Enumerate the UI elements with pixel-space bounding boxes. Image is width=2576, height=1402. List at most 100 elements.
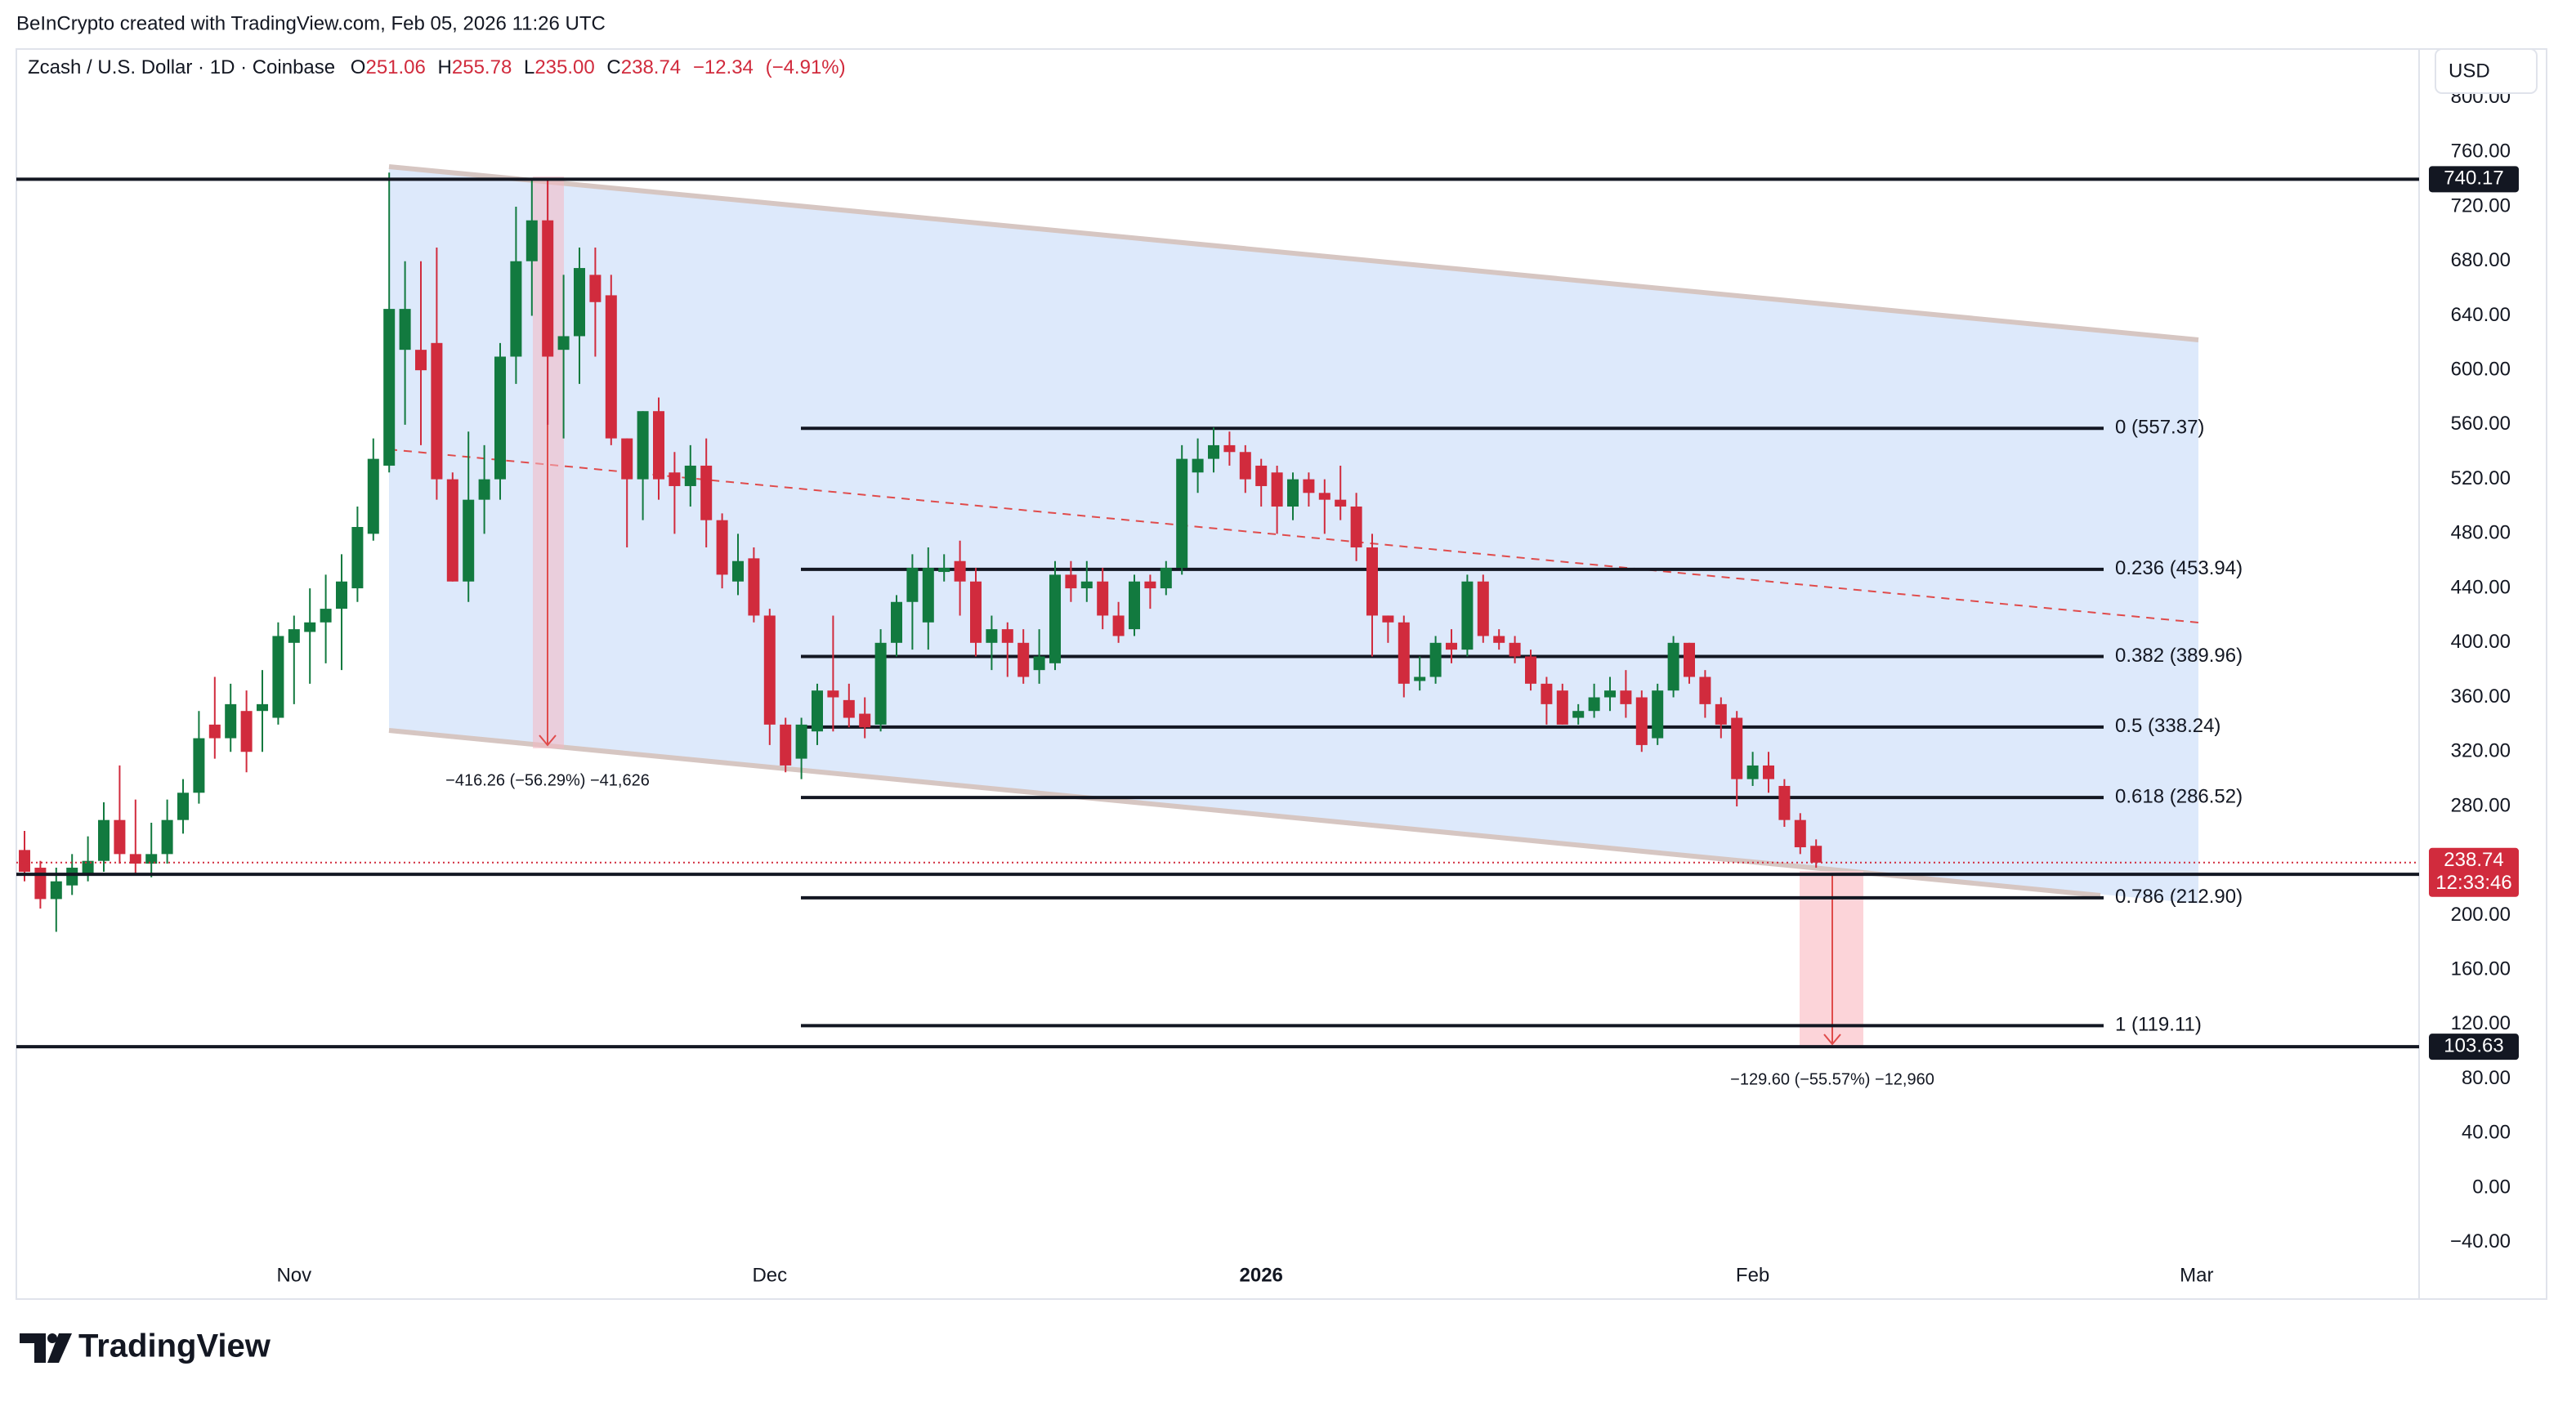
candle-body [1033, 656, 1045, 671]
x-tick-label: 2026 [1240, 1264, 1283, 1286]
x-tick-label: Nov [276, 1264, 311, 1286]
candle-body [415, 350, 427, 371]
ohlc-prefix: H [438, 56, 452, 78]
candle-body [621, 438, 633, 480]
candle-body [494, 356, 506, 480]
y-tick-label: 640.00 [2451, 304, 2511, 326]
candle-body [716, 520, 728, 575]
candle-body [1446, 642, 1457, 650]
candle-body [1017, 642, 1030, 677]
logo-icon [47, 1333, 57, 1343]
candle-body [177, 793, 189, 820]
candle-body [478, 479, 490, 500]
fib-label: 0.382 (389.96) [2115, 645, 2243, 667]
price-tag-label: 103.63 [2444, 1035, 2503, 1057]
candle-body [1144, 581, 1156, 589]
candle-body [1541, 683, 1553, 704]
candle-body [1303, 479, 1315, 493]
candle-body [288, 629, 300, 643]
candle-body [1080, 581, 1093, 589]
candle-body [1778, 785, 1791, 820]
candle-body [1208, 444, 1219, 459]
ohlc-prefix: C [606, 56, 620, 78]
fib-label: 0.618 (286.52) [2115, 785, 2243, 807]
logo-text: TradingView [78, 1328, 271, 1364]
candle-body [193, 738, 205, 793]
candle-body [50, 881, 62, 900]
candle-body [272, 636, 284, 718]
candle-body [1176, 458, 1188, 569]
symbol-legend: Zcash / U.S. Dollar · 1D · Coinbase O251… [28, 56, 846, 78]
candle-body [225, 703, 237, 739]
candle-body [589, 275, 602, 302]
candle-body [19, 850, 30, 873]
candle-body [1160, 568, 1172, 589]
candle-body [1588, 697, 1600, 712]
candle-body [637, 411, 649, 480]
currency-label[interactable]: USD [2449, 60, 2490, 82]
candle-body [653, 411, 664, 480]
candle-body [1715, 703, 1727, 725]
candle-body [906, 568, 919, 602]
y-tick-label: 0.00 [2472, 1176, 2511, 1198]
candle-body [1335, 499, 1347, 507]
candle-body [1572, 711, 1585, 718]
channel-lower [388, 728, 2101, 898]
candle-body [145, 854, 158, 864]
candle-body [827, 690, 839, 698]
candle-body [463, 499, 475, 582]
x-tick-label: Mar [2180, 1264, 2213, 1286]
measure-label: −129.60 (−55.57%) −12,960 [1730, 1070, 1934, 1088]
candle-body [257, 703, 268, 712]
candle-body [446, 479, 458, 582]
candle-body [1699, 676, 1711, 704]
candle-body [938, 568, 950, 573]
fib-label: 0.786 (212.90) [2115, 886, 2243, 908]
candle-body [510, 261, 522, 357]
candle-body [986, 629, 998, 643]
x-tick-label: Feb [1736, 1264, 1769, 1286]
candle-body [82, 860, 94, 875]
ohlc-open: 251.06 [365, 56, 425, 78]
candle-body [1112, 615, 1125, 636]
candle-body [748, 558, 760, 616]
candle-body [1414, 676, 1426, 681]
candle-body [1604, 690, 1616, 698]
candle-body [557, 336, 570, 350]
candle-body [1763, 765, 1774, 779]
y-tick-label: 120.00 [2451, 1012, 2511, 1034]
candle-body [1318, 493, 1330, 500]
candle-body [114, 819, 126, 855]
candle-body [1746, 765, 1759, 779]
y-tick-label: 600.00 [2451, 359, 2511, 381]
candle-body [1461, 581, 1474, 650]
y-tick-label: 680.00 [2451, 249, 2511, 271]
candle-body [1350, 506, 1362, 548]
candle-body [66, 868, 78, 886]
y-tick-label: 440.00 [2451, 576, 2511, 598]
candle-body [161, 819, 173, 855]
candle-body [1271, 472, 1283, 507]
ohlc-prefix: O [351, 56, 366, 78]
candle-body [336, 581, 347, 609]
y-tick-label: 320.00 [2451, 740, 2511, 762]
candle-body [1129, 581, 1140, 630]
y-tick-label: 280.00 [2451, 794, 2511, 816]
y-tick-label: 480.00 [2451, 522, 2511, 544]
candle-body [1287, 479, 1299, 507]
measure-arrowhead [1823, 1034, 1841, 1046]
candle-body [684, 465, 696, 486]
price-tag-label: 740.17 [2444, 167, 2503, 190]
candle-body [1239, 452, 1251, 480]
candle-body [129, 854, 141, 864]
candle-body [431, 342, 443, 480]
candle-body [34, 868, 47, 900]
candle-body [1382, 615, 1394, 623]
y-tick-label: 40.00 [2462, 1122, 2511, 1144]
candle-body [1049, 574, 1061, 663]
currency-button[interactable] [2435, 48, 2538, 94]
measure-arrowhead [539, 734, 557, 747]
candle-body [1493, 636, 1505, 643]
candle-body [1223, 444, 1236, 453]
